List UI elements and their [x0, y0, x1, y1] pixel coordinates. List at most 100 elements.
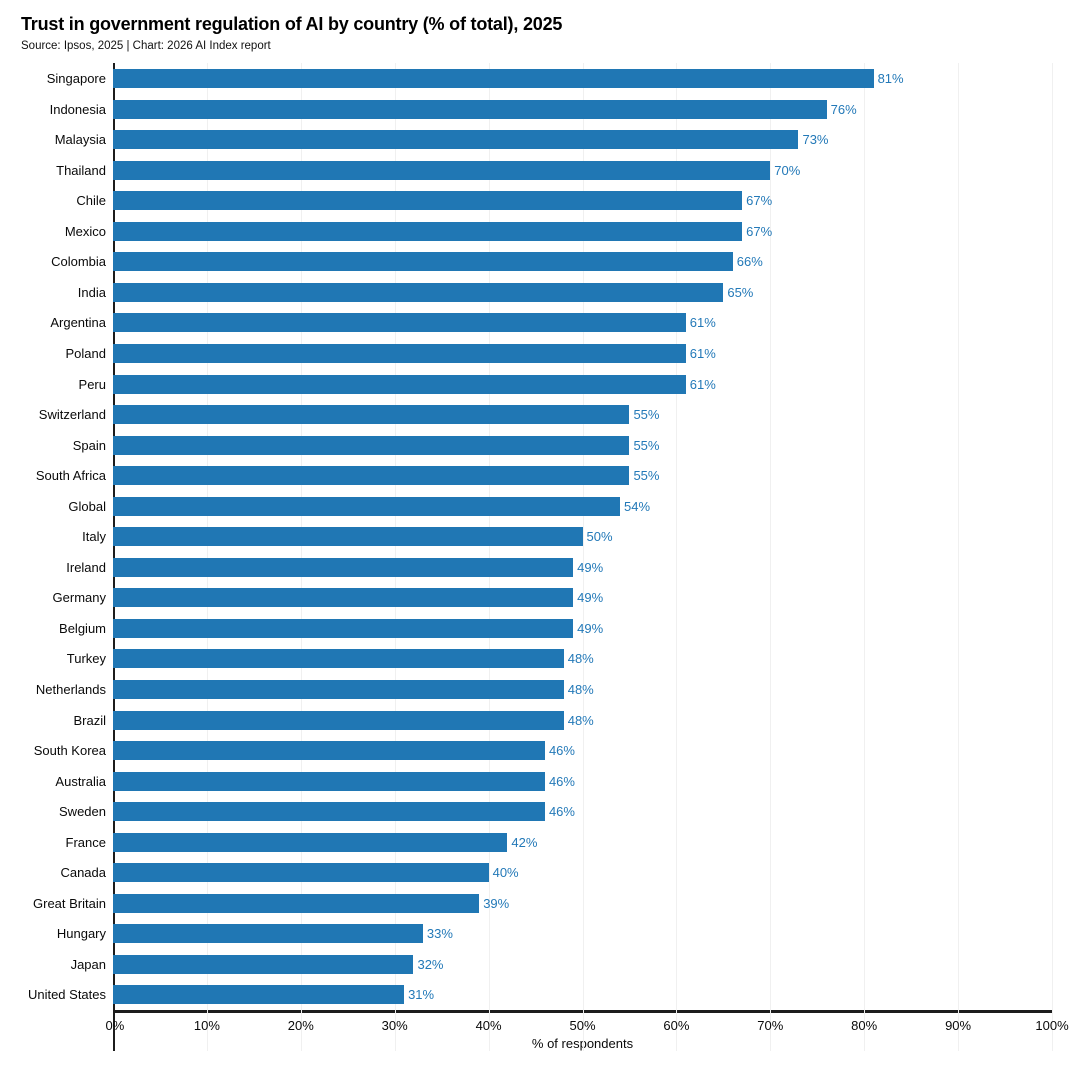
category-label: Argentina: [50, 315, 106, 331]
bar-track: 46%: [113, 741, 1052, 761]
bar-track: 49%: [113, 557, 1052, 577]
bar: [113, 649, 564, 669]
x-tick-label: 100%: [1035, 1018, 1069, 1034]
bar: [113, 741, 545, 761]
bar-track: 48%: [113, 710, 1052, 730]
value-label: 49%: [577, 620, 604, 636]
gridline: [676, 63, 678, 1052]
bar: [113, 710, 564, 730]
bar-track: 39%: [113, 893, 1052, 913]
bar-track: 31%: [113, 985, 1052, 1005]
bar-track: 67%: [113, 221, 1052, 241]
bar-row: Japan 32%: [21, 949, 1052, 980]
category-label: Ireland: [66, 559, 106, 575]
bar-row: Poland 61%: [21, 338, 1052, 369]
category-label: Great Britain: [33, 895, 106, 911]
value-label: 46%: [548, 773, 575, 789]
bar-track: 55%: [113, 435, 1052, 455]
category-label: United States: [27, 987, 106, 1003]
bar-track: 50%: [113, 527, 1052, 547]
category-label: Mexico: [64, 223, 106, 239]
chart-subtitle: Source: Ipsos, 2025 | Chart: 2026 AI Ind…: [21, 39, 271, 52]
bar-row: Spain 55%: [21, 430, 1052, 461]
bar-track: 49%: [113, 618, 1052, 638]
bar-row: Netherlands 48%: [21, 674, 1052, 705]
bar-row: Great Britain 39%: [21, 888, 1052, 919]
category-label: Germany: [52, 590, 106, 606]
value-label: 49%: [577, 559, 604, 575]
bar: [113, 680, 564, 699]
category-label: South Korea: [33, 743, 106, 759]
gridline: [582, 63, 584, 1052]
bar-row: India 65%: [21, 277, 1052, 308]
y-axis-spine: [113, 63, 115, 1052]
bar-track: 61%: [113, 313, 1052, 333]
x-tick-label: 80%: [851, 1018, 878, 1034]
value-label: 40%: [492, 865, 519, 881]
bar-row: United States 31%: [21, 980, 1052, 1011]
value-label: 70%: [774, 162, 801, 178]
bar-row: Mexico 67%: [21, 216, 1052, 247]
bar-row: Peru 61%: [21, 369, 1052, 400]
bar-row: Colombia 66%: [21, 247, 1052, 278]
gridline: [394, 63, 396, 1052]
bar-row: Thailand 70%: [21, 155, 1052, 186]
bar-row: Argentina 61%: [21, 308, 1052, 339]
x-tick-label: 20%: [287, 1018, 314, 1034]
bar-row: Brazil 48%: [21, 705, 1052, 736]
x-axis-ticks: 0% 10% 20% 30% 40% 50% 60% 70% 80% 90% 100%: [105, 1013, 1068, 1034]
gridline: [1052, 63, 1053, 1052]
bar-track: 54%: [113, 496, 1052, 516]
bar: [113, 802, 545, 822]
category-label: Chile: [76, 193, 106, 209]
bar-row: Singapore 81%: [21, 63, 1052, 94]
value-label: 61%: [689, 376, 716, 392]
bar-row: Hungary 33%: [21, 919, 1052, 950]
bar-track: 32%: [113, 954, 1052, 974]
category-label: South Africa: [35, 468, 106, 484]
value-label: 67%: [746, 193, 773, 209]
category-label: Indonesia: [49, 101, 106, 117]
value-label: 61%: [689, 345, 716, 361]
value-label: 73%: [802, 132, 829, 148]
category-label: Malaysia: [54, 132, 106, 148]
gridline: [770, 63, 772, 1052]
value-label: 31%: [408, 987, 435, 1003]
bar-row: Turkey 48%: [21, 644, 1052, 675]
value-label: 67%: [746, 223, 773, 239]
bar: [113, 466, 630, 486]
value-label: 55%: [633, 468, 660, 484]
bar-row: Australia 46%: [21, 766, 1052, 797]
x-tick-label: 90%: [945, 1018, 972, 1034]
bar: [113, 527, 583, 547]
category-label: Brazil: [73, 712, 106, 728]
bar-row: Indonesia 76%: [21, 94, 1052, 125]
bar: [113, 435, 630, 455]
bar-track: 55%: [113, 466, 1052, 486]
category-label: Colombia: [51, 254, 106, 270]
bar: [113, 618, 574, 638]
value-label: 39%: [483, 895, 510, 911]
value-label: 33%: [426, 926, 453, 942]
bar-row: France 42%: [21, 827, 1052, 858]
x-tick-label: 30%: [381, 1018, 408, 1034]
bar-row: South Africa 55%: [21, 460, 1052, 491]
bar-track: 46%: [113, 802, 1052, 822]
category-label: Switzerland: [38, 407, 106, 423]
category-label: Spain: [72, 437, 106, 453]
bar: [113, 282, 724, 302]
bar-track: 76%: [113, 99, 1052, 119]
bar-track: 66%: [113, 252, 1052, 272]
bar: [113, 252, 733, 272]
value-label: 48%: [567, 651, 594, 667]
value-label: 65%: [727, 284, 754, 300]
category-label: Belgium: [59, 620, 106, 636]
value-label: 54%: [624, 498, 651, 514]
bar-track: 48%: [113, 649, 1052, 669]
gridline: [300, 63, 302, 1052]
category-label: Canada: [60, 865, 106, 881]
category-label: Poland: [65, 345, 106, 361]
bar: [113, 496, 621, 516]
x-tick-label: 10%: [193, 1018, 220, 1034]
bar-rows: Singapore 81% Indonesia 76% Malaysia 73% Thail…: [21, 63, 1052, 1010]
